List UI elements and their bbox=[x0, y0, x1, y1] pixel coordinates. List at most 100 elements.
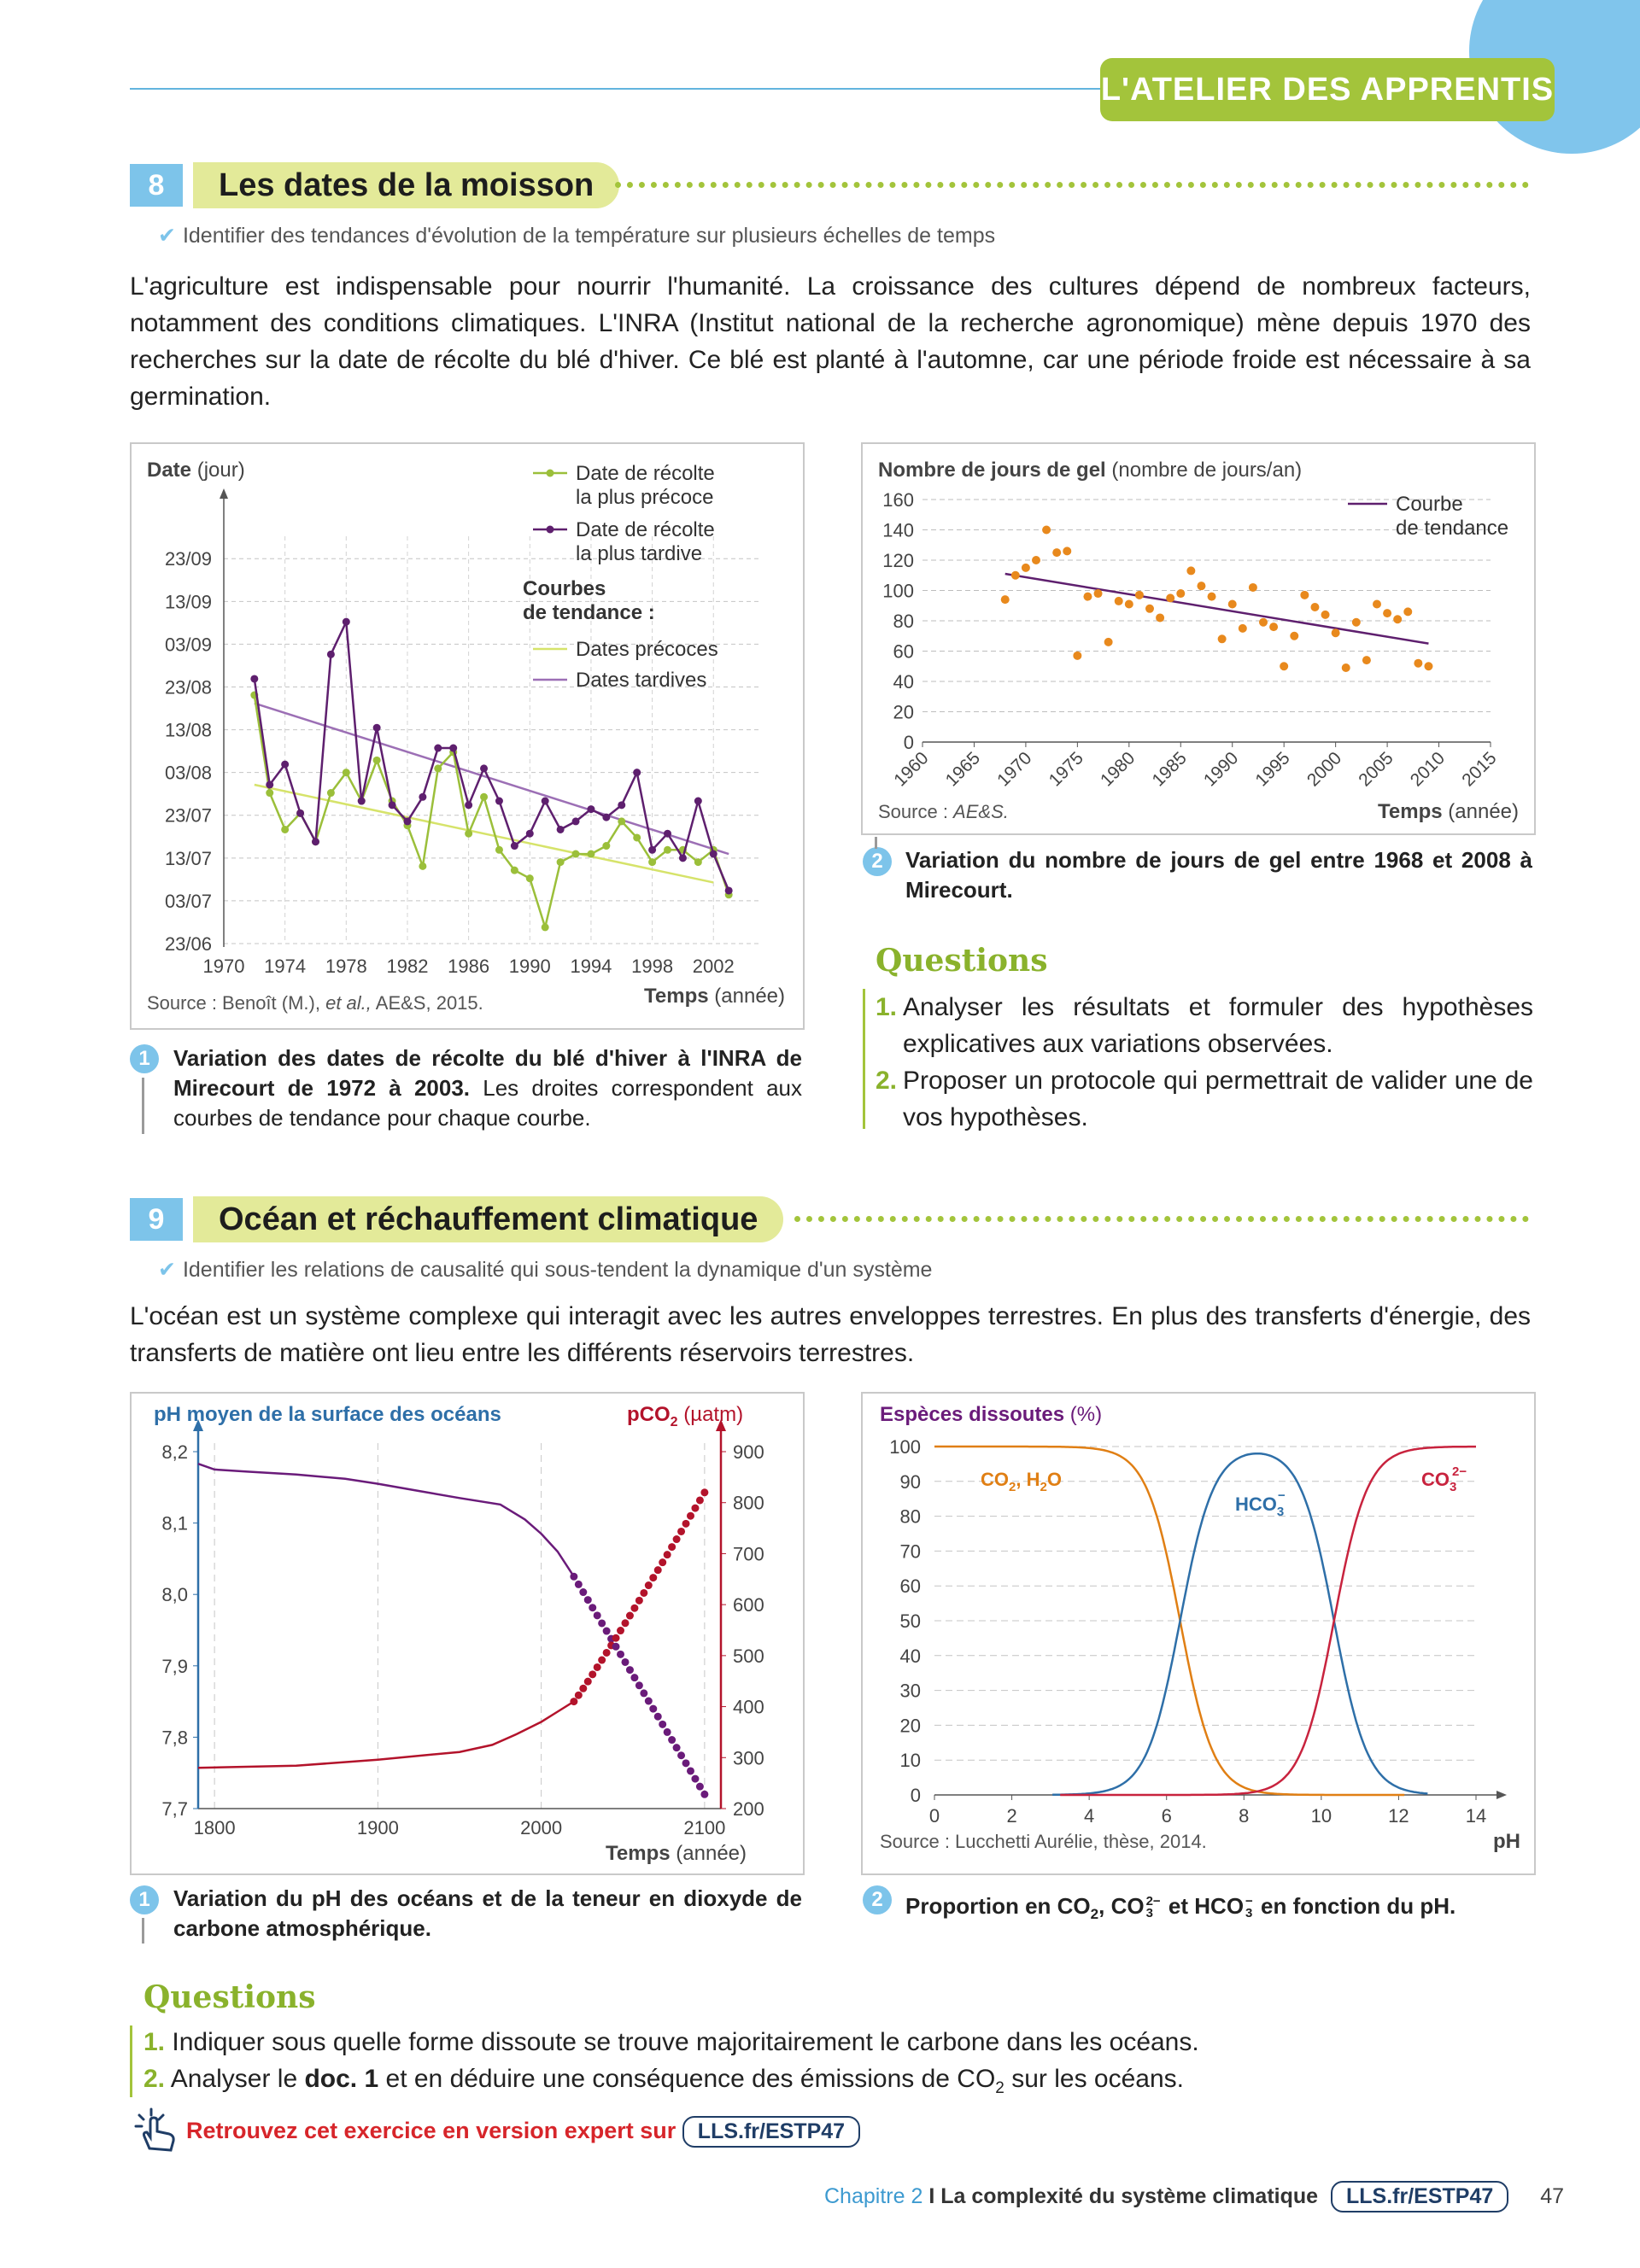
data-point bbox=[495, 845, 503, 854]
right-axis-arrow bbox=[716, 1419, 726, 1431]
x-tick-label: 1900 bbox=[357, 1817, 399, 1838]
ph-projection-point bbox=[668, 1736, 676, 1745]
questions-title: Questions bbox=[876, 943, 1048, 979]
data-point bbox=[1042, 525, 1051, 535]
co2-projection-point bbox=[589, 1670, 597, 1679]
skill-line: ✔ Identifier les relations de causalité q… bbox=[158, 1258, 933, 1282]
hand-pointer-icon bbox=[132, 2106, 182, 2155]
data-point bbox=[525, 829, 534, 838]
questions-rule bbox=[863, 989, 865, 1129]
data-point bbox=[694, 797, 702, 805]
co2-projection-point bbox=[625, 1611, 634, 1620]
y-tick-label: 23/07 bbox=[165, 805, 212, 827]
expert-link[interactable]: LLS.fr/ESTP47 bbox=[682, 2116, 861, 2148]
intro-paragraph: L'agriculture est indispensable pour nou… bbox=[130, 272, 1531, 411]
data-point bbox=[372, 723, 381, 732]
x-tick-label: 14 bbox=[1466, 1805, 1486, 1827]
co2-projection-point bbox=[640, 1588, 648, 1597]
co2-projection-point bbox=[630, 1604, 639, 1612]
y-tick-label: 13/08 bbox=[165, 720, 212, 741]
data-point bbox=[1414, 658, 1423, 668]
x-tick-label: 1985 bbox=[1149, 748, 1191, 790]
caption-rule bbox=[142, 1078, 144, 1134]
co2-projection-point bbox=[602, 1648, 611, 1657]
co2-projection-point bbox=[583, 1677, 592, 1686]
source-text: Source : Lucchetti Aurélie, thèse, 2014. bbox=[880, 1831, 1207, 1852]
header-rule bbox=[130, 88, 1155, 90]
ph-projection-point bbox=[659, 1720, 667, 1728]
ph-projection-point bbox=[653, 1712, 662, 1721]
legend-title: Courbes bbox=[523, 577, 606, 600]
data-point bbox=[266, 789, 274, 798]
y-right-tick-label: 300 bbox=[733, 1747, 764, 1768]
x-tick-label: 10 bbox=[1311, 1805, 1332, 1827]
y-tick-label: 13/09 bbox=[165, 591, 212, 612]
frost-chart-box: 0 20 40 60 80 100 120 140 160 1960 1965 1970 1975 198… bbox=[861, 442, 1536, 835]
data-point bbox=[1207, 592, 1216, 601]
x-tick-label: 1990 bbox=[1200, 748, 1242, 790]
data-point bbox=[250, 675, 259, 683]
doc-caption: Variation du pH des océans et de la tene… bbox=[173, 1885, 802, 1941]
doc-caption: Variation du nombre de jours de gel entr… bbox=[905, 847, 1532, 903]
section-banner: L'ATELIER DES APPRENTIS bbox=[1100, 58, 1555, 121]
legend-label: la plus tardive bbox=[576, 542, 702, 565]
data-point bbox=[1166, 593, 1175, 603]
data-point bbox=[326, 789, 335, 798]
page-number: 47 bbox=[1540, 2184, 1565, 2208]
x-tick-label: 1970 bbox=[203, 956, 245, 977]
data-point bbox=[648, 858, 657, 867]
hco3-label: HCO3 bbox=[1235, 1493, 1284, 1519]
footer-link[interactable]: LLS.fr/ESTP47 bbox=[1331, 2181, 1509, 2212]
y-tick-label: 40 bbox=[893, 671, 914, 693]
data-point bbox=[266, 780, 274, 789]
co2-projection-point bbox=[691, 1504, 700, 1512]
hco3-charge: − bbox=[1278, 1488, 1286, 1503]
footer-separator: I bbox=[928, 2184, 935, 2208]
y-tick-label: 13/07 bbox=[165, 848, 212, 869]
ph-projection-point bbox=[691, 1774, 700, 1783]
data-point bbox=[1176, 589, 1186, 599]
co2-curve bbox=[197, 1700, 575, 1769]
ph-projection-point bbox=[589, 1604, 597, 1612]
x-tick-label: 1980 bbox=[1097, 748, 1139, 790]
co2-projection-point bbox=[579, 1684, 588, 1692]
co2-projection-point bbox=[653, 1566, 662, 1575]
hco3-curve bbox=[1052, 1452, 1428, 1797]
title-dots bbox=[615, 182, 1529, 188]
x-tick-label: 4 bbox=[1084, 1805, 1094, 1827]
data-point bbox=[618, 817, 626, 826]
y-right-tick-label: 200 bbox=[733, 1798, 764, 1820]
co2-projection-point bbox=[682, 1519, 690, 1528]
x-tick-label: 8 bbox=[1239, 1805, 1249, 1827]
co2-projection-point bbox=[617, 1627, 625, 1635]
x-tick-label: 2000 bbox=[1303, 748, 1345, 790]
data-point bbox=[480, 764, 489, 773]
y-tick-label: 60 bbox=[893, 641, 914, 663]
co2-projection-point bbox=[635, 1596, 643, 1605]
data-point bbox=[571, 817, 580, 826]
data-point bbox=[1341, 663, 1350, 673]
doc-number: 1 bbox=[130, 1885, 159, 1914]
data-point bbox=[434, 744, 442, 752]
doc-caption: Variation des dates de récolte du blé d'… bbox=[173, 1045, 802, 1131]
data-point bbox=[664, 829, 672, 838]
ph-projection-point bbox=[602, 1627, 611, 1635]
data-point bbox=[587, 805, 595, 814]
y-tick-label: 90 bbox=[900, 1471, 921, 1493]
data-point bbox=[1021, 563, 1030, 572]
data-point bbox=[419, 862, 427, 870]
data-point bbox=[618, 801, 626, 810]
data-point bbox=[1238, 623, 1247, 633]
y-tick-label: 10 bbox=[900, 1750, 921, 1771]
x-tick-label: 1998 bbox=[631, 956, 673, 977]
co2-projection-point bbox=[598, 1656, 606, 1664]
y-left-tick-label: 7,9 bbox=[161, 1656, 188, 1677]
y-axis-arrow bbox=[220, 488, 228, 499]
ph-projection-point bbox=[574, 1580, 583, 1588]
data-point bbox=[571, 850, 580, 858]
ph-projection-point bbox=[677, 1751, 686, 1760]
data-point bbox=[1093, 589, 1103, 599]
y-left-tick-label: 7,8 bbox=[161, 1727, 188, 1748]
y-tick-label: 40 bbox=[900, 1645, 921, 1667]
